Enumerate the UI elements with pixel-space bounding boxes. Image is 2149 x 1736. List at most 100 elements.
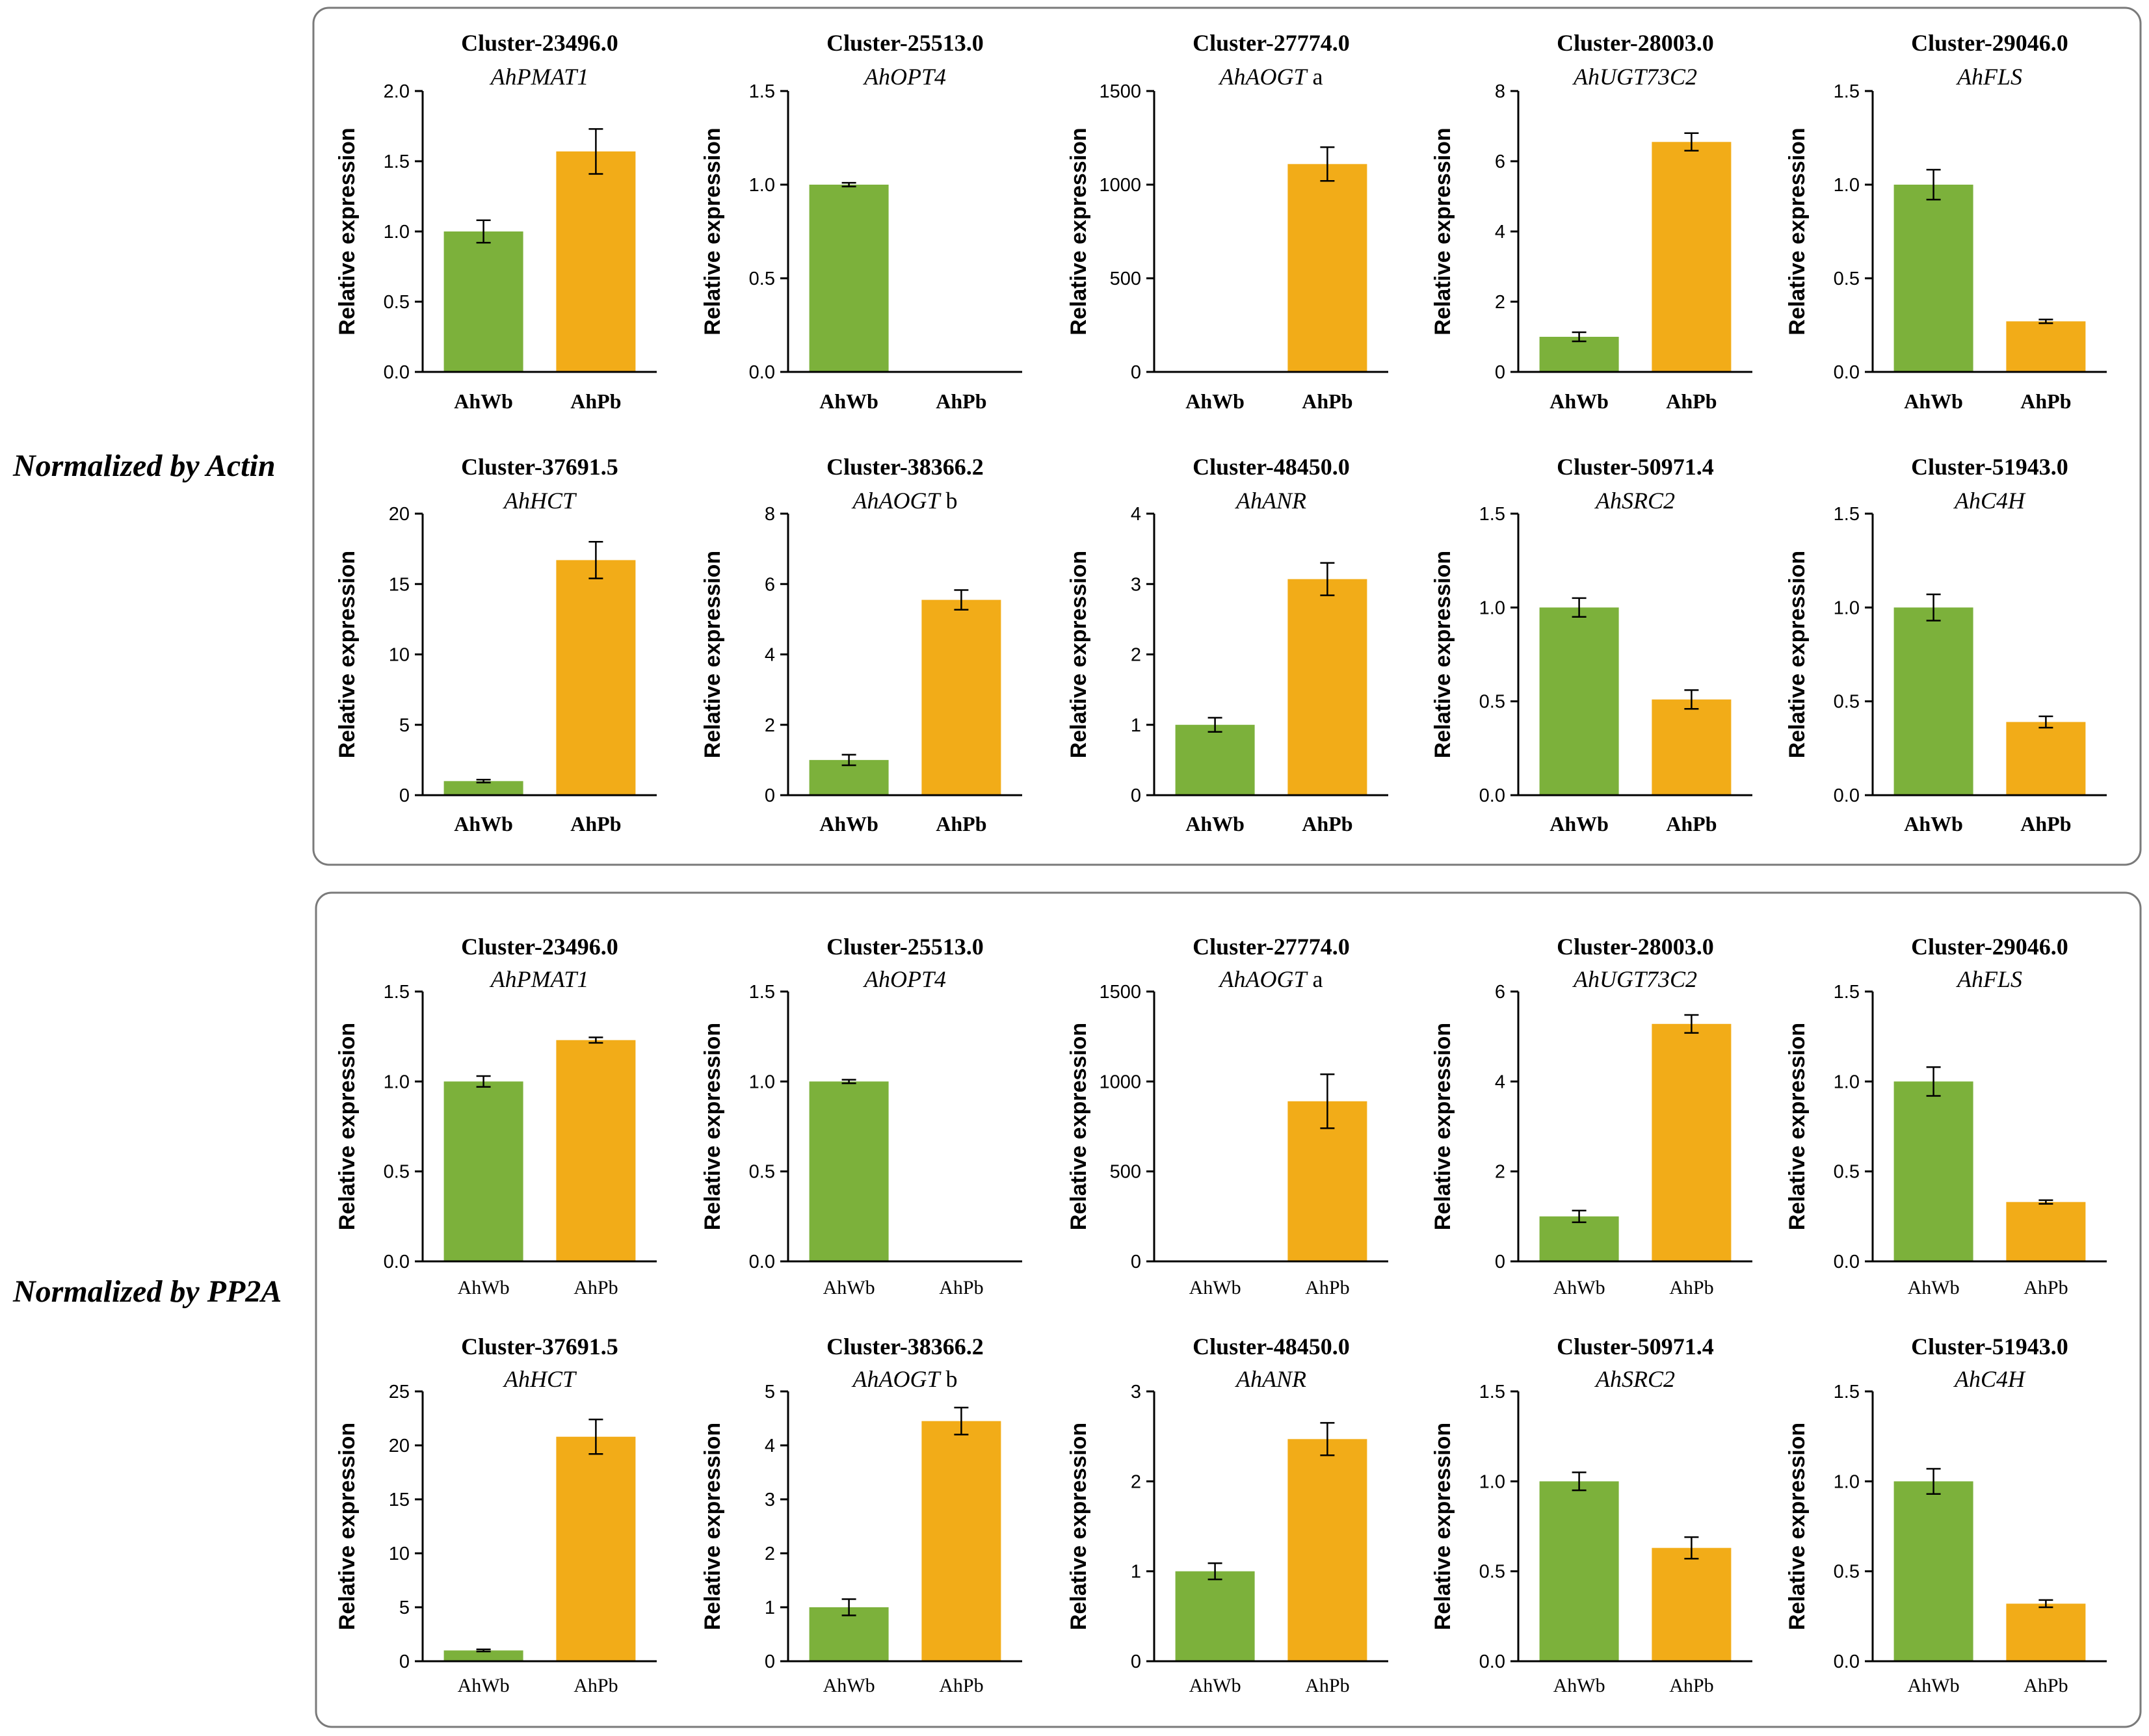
chart-1-9-gene-name: AhC4H — [1953, 1366, 2026, 1392]
chart-1-5-y-tick-label-2: 10 — [389, 1544, 410, 1564]
chart-1-3-y-tick-label-1: 2 — [1495, 1162, 1505, 1183]
chart-0-6-y-axis-label: Relative expression — [700, 551, 725, 758]
chart-0-8-bar-AhWb — [1539, 607, 1619, 795]
chart-1-7-cluster-title: Cluster-48450.0 — [1193, 1334, 1350, 1360]
chart-1-8-y-tick-label-1: 0.5 — [1479, 1562, 1505, 1583]
chart-1-3-x-tick-label-AhPb: AhPb — [1669, 1277, 1713, 1298]
chart-1-4-bar-AhWb — [1893, 1081, 1973, 1261]
chart-1-2-x-tick-label-AhWb: AhWb — [1189, 1277, 1241, 1298]
chart-1-5-y-tick-label-1: 5 — [399, 1598, 410, 1618]
chart-1-3-y-tick-label-3: 6 — [1495, 982, 1505, 1003]
chart-1-6-x-tick-label-AhPb: AhPb — [939, 1675, 983, 1696]
chart-1-8: Cluster-50971.4 AhSRC2 Relative expression… — [1430, 1334, 1752, 1696]
chart-1-5-cluster-title: Cluster-37691.5 — [461, 1334, 618, 1360]
chart-0-3-y-tick-label-3: 6 — [1495, 151, 1505, 172]
chart-0-3-x-tick-label-AhWb: AhWb — [1549, 389, 1609, 413]
chart-0-3-bar-AhWb — [1539, 337, 1619, 372]
chart-0-2-cluster-title: Cluster-27774.0 — [1193, 30, 1350, 56]
chart-0-6: Cluster-38366.2 AhAOGT b Relative expressi… — [700, 454, 1022, 835]
chart-1-2-gene-title: AhAOGT a — [1219, 966, 1323, 992]
chart-0-4-cluster-title: Cluster-29046.0 — [1911, 30, 2068, 56]
chart-1-5-y-tick-label-3: 15 — [389, 1490, 410, 1510]
chart-1-6-gene-title: AhAOGT b — [852, 1366, 958, 1392]
chart-0-2-x-tick-label-AhPb: AhPb — [1302, 389, 1352, 413]
chart-1-0-y-tick-label-2: 1.0 — [384, 1072, 410, 1092]
chart-1-5-gene-title: AhHCT — [503, 1366, 577, 1392]
chart-1-4-y-tick-label-3: 1.5 — [1834, 982, 1860, 1003]
chart-0-4-x-tick-label-AhPb: AhPb — [2020, 389, 2071, 413]
chart-0-8-y-tick-label-1: 0.5 — [1479, 692, 1505, 713]
chart-0-9-x-tick-label-AhWb: AhWb — [1904, 812, 1963, 835]
chart-1-4-y-tick-label-2: 1.0 — [1834, 1072, 1860, 1092]
chart-0-2-bar-AhPb — [1287, 164, 1367, 372]
chart-1-6: Cluster-38366.2 AhAOGT b Relative expressi… — [700, 1334, 1022, 1696]
chart-1-8-bar-AhWb — [1539, 1481, 1619, 1661]
chart-1-0-bar-AhWb — [443, 1081, 523, 1261]
chart-1-0-cluster-title: Cluster-23496.0 — [461, 934, 618, 960]
chart-1-0-gene-name: AhPMAT1 — [490, 966, 589, 992]
chart-0-2-gene-name: AhAOGT — [1219, 64, 1309, 90]
chart-1-4-gene-name: AhFLS — [1956, 966, 2022, 992]
chart-0-3-gene-title: AhUGT73C2 — [1572, 64, 1697, 90]
chart-1-0-y-tick-label-3: 1.5 — [384, 982, 410, 1003]
chart-1-2-y-tick-label-1: 500 — [1110, 1162, 1141, 1183]
chart-1-5-bar-AhWb — [443, 1650, 523, 1661]
chart-0-0-y-tick-label-3: 1.5 — [384, 151, 410, 172]
chart-1-8-y-tick-label-2: 1.0 — [1479, 1471, 1505, 1492]
chart-1-7-y-axis-label: Relative expression — [1066, 1423, 1091, 1630]
chart-1-1-bar-AhWb — [809, 1081, 889, 1261]
chart-0-5-y-tick-label-4: 20 — [389, 504, 410, 525]
chart-1-6-y-tick-label-4: 4 — [765, 1436, 775, 1456]
chart-0-6-cluster-title: Cluster-38366.2 — [826, 454, 984, 480]
chart-1-4-y-tick-label-0: 0.0 — [1834, 1252, 1860, 1272]
chart-1-6-y-tick-label-3: 3 — [765, 1490, 775, 1510]
chart-1-1-gene-name: AhOPT4 — [863, 966, 946, 992]
chart-1-9-y-tick-label-1: 0.5 — [1834, 1562, 1860, 1583]
chart-1-6-y-axis-label: Relative expression — [700, 1423, 725, 1630]
chart-1-1-x-tick-label-AhPb: AhPb — [939, 1277, 983, 1298]
chart-1-8-y-tick-label-0: 0.0 — [1479, 1651, 1505, 1672]
chart-0-5-y-axis-label: Relative expression — [335, 551, 360, 758]
chart-0-5-y-tick-label-2: 10 — [389, 645, 410, 666]
chart-1-9-y-tick-label-3: 1.5 — [1834, 1382, 1860, 1402]
chart-0-8-cluster-title: Cluster-50971.4 — [1557, 454, 1714, 480]
chart-1-7-y-tick-label-0: 0 — [1131, 1651, 1141, 1672]
chart-0-8-x-tick-label-AhPb: AhPb — [1666, 812, 1717, 835]
chart-0-8: Cluster-50971.4 AhSRC2 Relative expression… — [1430, 454, 1752, 835]
chart-0-8-y-tick-label-2: 1.0 — [1479, 598, 1505, 618]
chart-0-4-y-tick-label-3: 1.5 — [1834, 81, 1860, 102]
chart-1-0: Cluster-23496.0 AhPMAT1 Relative expressio… — [335, 934, 657, 1298]
chart-0-0-cluster-title: Cluster-23496.0 — [461, 30, 618, 56]
chart-0-1-x-tick-label-AhWb: AhWb — [819, 389, 878, 413]
chart-1-0-y-axis-label: Relative expression — [335, 1023, 360, 1230]
chart-0-3-y-tick-label-4: 8 — [1495, 81, 1505, 102]
chart-0-2-y-axis-label: Relative expression — [1066, 127, 1091, 335]
chart-0-7-y-axis-label: Relative expression — [1066, 551, 1091, 758]
chart-1-1-y-tick-label-0: 0.0 — [749, 1252, 775, 1272]
chart-1-0-y-tick-label-1: 0.5 — [384, 1162, 410, 1183]
chart-0-4-x-tick-label-AhWb: AhWb — [1904, 389, 1963, 413]
chart-0-7-y-tick-label-2: 2 — [1131, 645, 1141, 666]
chart-0-4-bar-AhWb — [1893, 185, 1973, 372]
chart-1-2: Cluster-27774.0 AhAOGT a Relative expressi… — [1066, 934, 1388, 1298]
chart-1-5-x-tick-label-AhPb: AhPb — [574, 1675, 618, 1696]
chart-1-9-bar-AhPb — [2006, 1603, 2086, 1661]
chart-1-6-y-tick-label-2: 2 — [765, 1544, 775, 1564]
chart-0-5-x-tick-label-AhWb: AhWb — [454, 812, 513, 835]
chart-0-3-x-tick-label-AhPb: AhPb — [1666, 389, 1717, 413]
row-label-pp2a: Normalized by PP2A — [12, 1274, 282, 1309]
chart-0-8-gene-title: AhSRC2 — [1594, 488, 1675, 514]
chart-1-2-cluster-title: Cluster-27774.0 — [1193, 934, 1350, 960]
chart-1-0-bar-AhPb — [556, 1040, 636, 1261]
chart-0-9-gene-title: AhC4H — [1953, 488, 2026, 514]
chart-0-8-y-tick-label-3: 1.5 — [1479, 504, 1505, 525]
chart-0-5-y-tick-label-0: 0 — [399, 785, 410, 806]
chart-0-6-gene-title: AhAOGT b — [852, 488, 958, 514]
chart-0-2-y-tick-label-3: 1500 — [1099, 81, 1141, 102]
chart-0-5-x-tick-label-AhPb: AhPb — [570, 812, 621, 835]
chart-0-6-bar-AhPb — [921, 599, 1001, 795]
chart-1-6-y-tick-label-5: 5 — [765, 1382, 775, 1402]
chart-1-5-bar-AhPb — [556, 1436, 636, 1661]
chart-0-3-bar-AhPb — [1652, 142, 1732, 373]
chart-0-3-gene-name: AhUGT73C2 — [1572, 64, 1697, 90]
